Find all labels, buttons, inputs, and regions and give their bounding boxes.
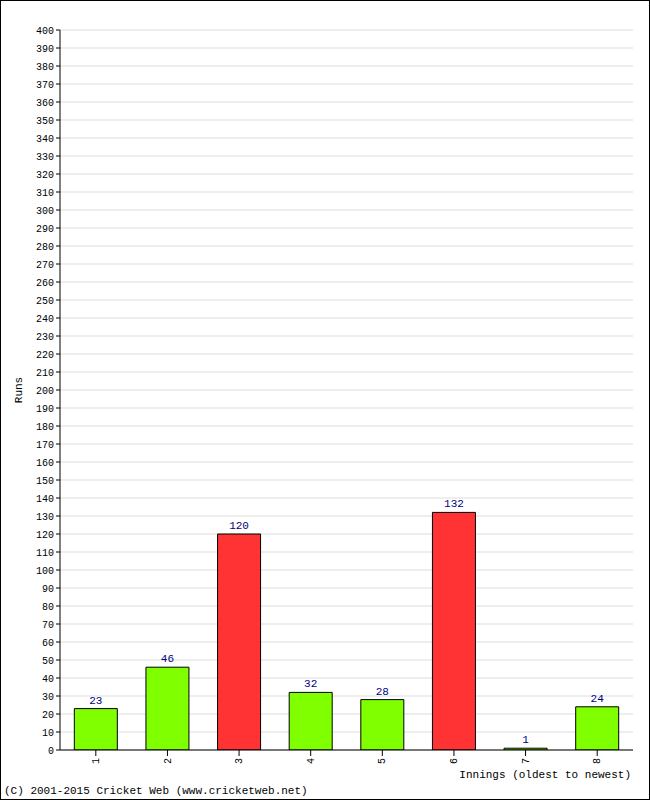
svg-text:Runs: Runs bbox=[13, 377, 25, 403]
svg-text:6: 6 bbox=[449, 758, 460, 764]
svg-text:46: 46 bbox=[161, 653, 174, 665]
svg-text:110: 110 bbox=[36, 548, 54, 559]
svg-text:250: 250 bbox=[36, 296, 54, 307]
svg-text:4: 4 bbox=[306, 758, 317, 764]
svg-text:350: 350 bbox=[36, 116, 54, 127]
svg-text:23: 23 bbox=[89, 695, 102, 707]
svg-text:190: 190 bbox=[36, 404, 54, 415]
svg-text:24: 24 bbox=[591, 693, 605, 705]
svg-text:320: 320 bbox=[36, 170, 54, 181]
svg-text:400: 400 bbox=[36, 26, 54, 37]
svg-text:5: 5 bbox=[377, 758, 388, 764]
svg-text:310: 310 bbox=[36, 188, 54, 199]
svg-text:260: 260 bbox=[36, 278, 54, 289]
svg-text:1: 1 bbox=[91, 758, 102, 764]
svg-text:120: 120 bbox=[229, 520, 249, 532]
svg-text:140: 140 bbox=[36, 494, 54, 505]
svg-text:240: 240 bbox=[36, 314, 54, 325]
svg-text:60: 60 bbox=[42, 638, 54, 649]
svg-text:40: 40 bbox=[42, 674, 54, 685]
html-text:(C) 2001-2015 Cricket Web (www: (C) 2001-2015 Cricket Web (www.cricketwe… bbox=[4, 785, 308, 797]
svg-text:1: 1 bbox=[522, 734, 529, 746]
svg-text:370: 370 bbox=[36, 80, 54, 91]
svg-text:360: 360 bbox=[36, 98, 54, 109]
svg-text:7: 7 bbox=[521, 758, 532, 764]
svg-text:0: 0 bbox=[48, 746, 54, 757]
svg-text:300: 300 bbox=[36, 206, 54, 217]
svg-text:210: 210 bbox=[36, 368, 54, 379]
svg-text:160: 160 bbox=[36, 458, 54, 469]
svg-text:180: 180 bbox=[36, 422, 54, 433]
svg-text:80: 80 bbox=[42, 602, 54, 613]
svg-text:380: 380 bbox=[36, 62, 54, 73]
svg-text:90: 90 bbox=[42, 584, 54, 595]
svg-text:30: 30 bbox=[42, 692, 54, 703]
svg-text:220: 220 bbox=[36, 350, 54, 361]
svg-text:390: 390 bbox=[36, 44, 54, 55]
svg-text:100: 100 bbox=[36, 566, 54, 577]
svg-text:20: 20 bbox=[42, 710, 54, 721]
svg-text:270: 270 bbox=[36, 260, 54, 271]
svg-text:340: 340 bbox=[36, 134, 54, 145]
svg-text:70: 70 bbox=[42, 620, 54, 631]
svg-text:50: 50 bbox=[42, 656, 54, 667]
svg-text:280: 280 bbox=[36, 242, 54, 253]
svg-text:290: 290 bbox=[36, 224, 54, 235]
svg-text:10: 10 bbox=[42, 728, 54, 739]
svg-text:2: 2 bbox=[163, 758, 174, 764]
svg-text:200: 200 bbox=[36, 386, 54, 397]
svg-text:Innings (oldest to newest): Innings (oldest to newest) bbox=[459, 769, 631, 781]
svg-text:132: 132 bbox=[444, 498, 464, 510]
svg-text:28: 28 bbox=[376, 686, 389, 698]
svg-text:150: 150 bbox=[36, 476, 54, 487]
svg-text:230: 230 bbox=[36, 332, 54, 343]
svg-text:32: 32 bbox=[304, 678, 317, 690]
svg-text:120: 120 bbox=[36, 530, 54, 541]
svg-text:330: 330 bbox=[36, 152, 54, 163]
svg-text:3: 3 bbox=[234, 758, 245, 764]
svg-text:170: 170 bbox=[36, 440, 54, 451]
svg-text:130: 130 bbox=[36, 512, 54, 523]
svg-text:8: 8 bbox=[592, 758, 603, 764]
